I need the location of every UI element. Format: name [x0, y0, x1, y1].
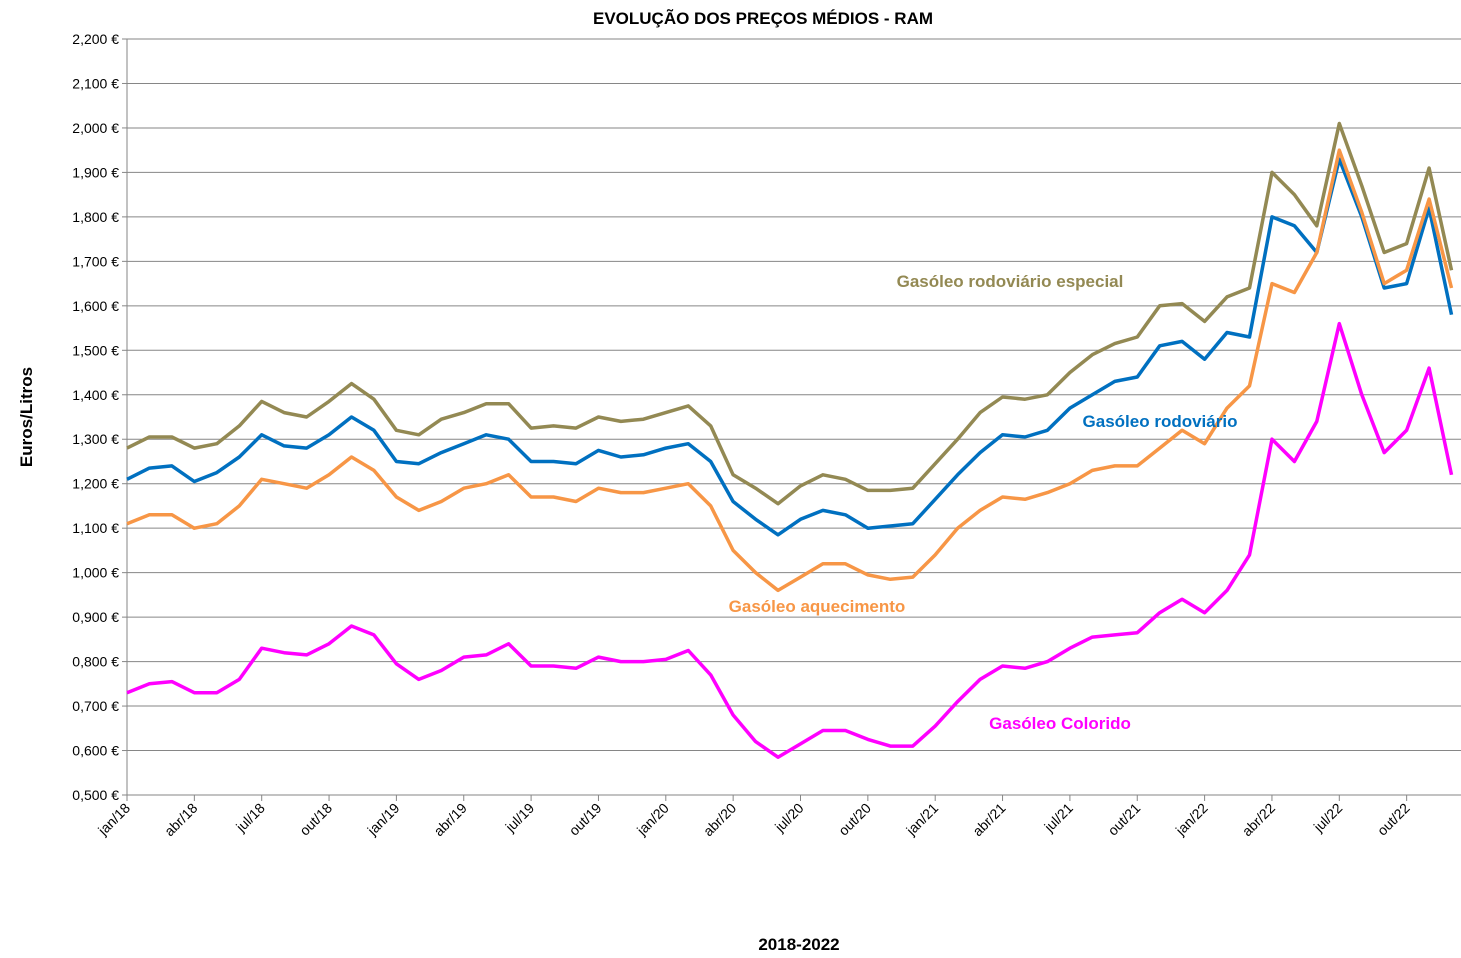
chart-title: EVOLUÇÃO DOS PREÇOS MÉDIOS - RAM	[593, 8, 933, 28]
y-tick-label: 1,300 €	[72, 431, 119, 447]
series-label: Gasóleo Colorido	[989, 714, 1131, 733]
y-tick-label: 1,000 €	[72, 565, 119, 581]
x-tick-label: jan/22	[1172, 800, 1211, 839]
x-tick-label: out/21	[1105, 800, 1144, 839]
series-label: Gasóleo rodoviário especial	[897, 272, 1124, 291]
y-tick-label: 1,800 €	[72, 209, 119, 225]
y-tick-label: 1,200 €	[72, 476, 119, 492]
x-tick-label: jul/22	[1310, 800, 1346, 836]
x-tick-label: jul/18	[232, 800, 268, 836]
x-tick-label: jul/20	[771, 800, 807, 836]
series-line	[126, 121, 1454, 506]
y-tick-label: 1,500 €	[72, 342, 119, 358]
x-tick-label: abr/22	[1239, 800, 1279, 840]
y-tick-label: 2,100 €	[72, 75, 119, 91]
series-label: Gasóleo rodoviário	[1083, 412, 1238, 431]
y-tick-label: 1,100 €	[72, 520, 119, 536]
x-tick-label: jan/20	[633, 800, 672, 839]
series-line	[126, 157, 1454, 537]
x-tick-label: jan/21	[902, 800, 941, 839]
y-tick-label: 1,900 €	[72, 164, 119, 180]
y-tick-label: 0,500 €	[72, 787, 119, 803]
x-axis-title: 2018-2022	[758, 935, 839, 954]
y-tick-label: 2,200 €	[72, 31, 119, 47]
x-tick-label: jul/21	[1040, 800, 1076, 836]
x-tick-label: jan/19	[364, 800, 403, 839]
y-tick-label: 0,700 €	[72, 698, 119, 714]
x-tick-label: abr/21	[969, 800, 1009, 840]
y-tick-label: 1,400 €	[72, 387, 119, 403]
y-axis-title: Euros/Litros	[17, 367, 36, 467]
x-tick-label: abr/19	[430, 800, 470, 840]
x-tick-label: abr/20	[700, 800, 740, 840]
series-line	[126, 321, 1454, 759]
x-tick-label: jul/19	[502, 800, 538, 836]
x-tick-label: out/19	[566, 800, 605, 839]
y-tick-label: 0,800 €	[72, 654, 119, 670]
y-tick-label: 1,600 €	[72, 298, 119, 314]
series-line	[126, 148, 1454, 593]
y-tick-label: 2,000 €	[72, 120, 119, 136]
x-tick-label: out/22	[1374, 800, 1413, 839]
y-tick-label: 1,700 €	[72, 253, 119, 269]
y-tick-label: 0,900 €	[72, 609, 119, 625]
x-tick-label: abr/18	[161, 800, 201, 840]
x-tick-label: out/18	[296, 800, 335, 839]
y-tick-label: 0,600 €	[72, 743, 119, 759]
series-label: Gasóleo aquecimento	[729, 597, 906, 616]
x-tick-label: out/20	[835, 800, 874, 839]
x-tick-label: jan/18	[94, 800, 133, 839]
